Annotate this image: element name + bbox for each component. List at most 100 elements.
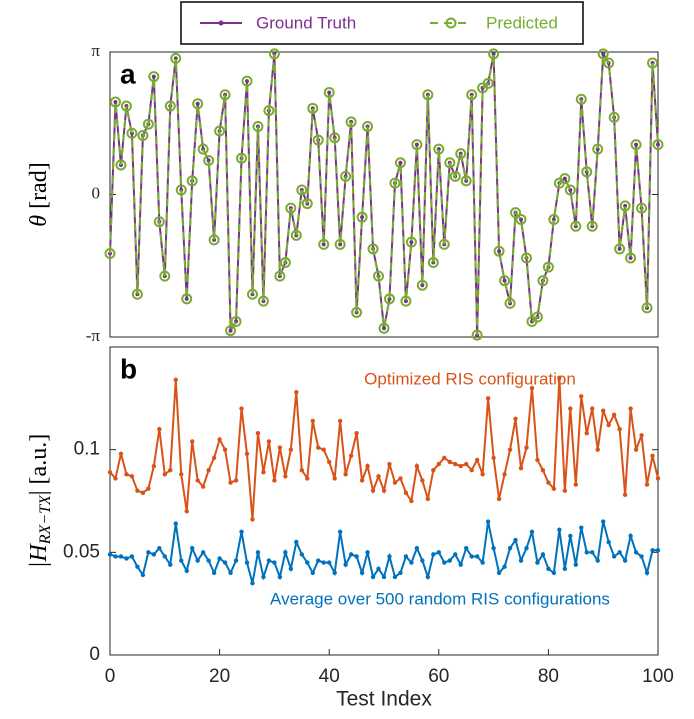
y-axis-label: θ [rad] xyxy=(26,162,52,226)
data-point xyxy=(524,546,529,551)
data-point xyxy=(310,418,315,424)
data-point xyxy=(338,242,343,247)
data-point xyxy=(464,546,469,551)
data-point xyxy=(257,295,269,307)
data-point xyxy=(157,426,162,432)
data-point xyxy=(225,325,237,337)
data-point xyxy=(442,560,447,565)
data-point xyxy=(321,447,326,452)
x-tick-label: 40 xyxy=(319,666,340,687)
data-point xyxy=(400,295,412,307)
data-point xyxy=(639,433,644,438)
data-point xyxy=(597,48,609,60)
data-point xyxy=(321,242,326,247)
series-annotation: Optimized RIS configuration xyxy=(364,369,576,388)
data-point xyxy=(181,293,193,305)
x-tick-label: 60 xyxy=(428,666,449,687)
data-point xyxy=(203,154,215,166)
data-point xyxy=(356,211,368,223)
data-point xyxy=(425,496,431,502)
data-point xyxy=(455,148,467,160)
data-point xyxy=(507,447,513,452)
data-point xyxy=(236,152,248,164)
data-point xyxy=(403,490,409,495)
data-point xyxy=(570,220,582,232)
data-point xyxy=(387,461,392,467)
data-point xyxy=(310,570,315,576)
data-point xyxy=(113,476,118,481)
data-point xyxy=(162,554,167,559)
data-point xyxy=(266,558,272,563)
data-point xyxy=(611,412,617,417)
data-point xyxy=(389,177,401,189)
data-point xyxy=(431,552,436,557)
data-point xyxy=(239,529,244,534)
data-point xyxy=(611,554,617,559)
data-point xyxy=(436,550,441,555)
data-point xyxy=(617,550,622,555)
data-point xyxy=(537,275,549,287)
data-point xyxy=(217,556,222,561)
data-point xyxy=(129,474,135,479)
data-point xyxy=(173,377,178,383)
data-point xyxy=(288,447,294,452)
data-point xyxy=(244,451,250,456)
data-point xyxy=(411,139,423,151)
data-point xyxy=(548,213,560,225)
data-point xyxy=(277,574,283,580)
data-point xyxy=(200,484,206,489)
data-point xyxy=(301,198,313,210)
data-point xyxy=(601,51,606,56)
data-point xyxy=(129,554,135,559)
data-point xyxy=(299,468,304,473)
legend-box xyxy=(180,1,584,45)
data-point xyxy=(471,329,483,341)
data-point xyxy=(469,468,474,473)
plot-area xyxy=(109,51,659,338)
data-point xyxy=(557,527,562,532)
y-tick-label: 0.1 xyxy=(74,439,100,460)
y-axis-label: |HRX−TX| [a.u.] xyxy=(26,434,54,568)
data-point xyxy=(118,451,124,456)
data-point xyxy=(107,552,113,557)
data-point xyxy=(603,57,615,69)
data-point xyxy=(398,476,403,481)
data-point xyxy=(480,560,485,565)
data-point xyxy=(327,90,332,95)
data-point xyxy=(622,492,628,498)
data-point xyxy=(507,546,513,551)
y-tick-label: π xyxy=(91,41,100,60)
data-point xyxy=(381,488,387,493)
data-point xyxy=(151,463,157,469)
data-point xyxy=(354,554,359,559)
data-point xyxy=(392,480,398,485)
data-point xyxy=(414,546,420,551)
data-point xyxy=(104,247,116,259)
data-point xyxy=(192,98,204,110)
data-point xyxy=(343,562,348,567)
data-point xyxy=(362,120,374,132)
data-point xyxy=(491,455,496,461)
y-tick-label: 0 xyxy=(89,644,100,665)
data-point xyxy=(636,202,648,214)
data-point xyxy=(579,394,584,399)
data-point xyxy=(568,533,573,539)
data-point xyxy=(157,546,162,551)
data-point xyxy=(625,252,637,264)
data-point xyxy=(365,550,370,555)
data-point xyxy=(222,560,228,565)
data-point xyxy=(606,422,611,428)
legend-marker xyxy=(445,17,457,29)
data-point xyxy=(151,74,156,79)
data-point xyxy=(617,426,622,432)
data-point xyxy=(474,457,480,463)
data-point xyxy=(250,517,255,522)
data-point xyxy=(137,130,149,142)
data-point xyxy=(206,158,211,163)
data-point xyxy=(416,279,428,291)
data-point xyxy=(120,100,132,112)
data-point xyxy=(378,322,390,334)
data-point xyxy=(551,486,557,491)
data-point xyxy=(639,554,644,559)
data-point xyxy=(274,270,286,282)
